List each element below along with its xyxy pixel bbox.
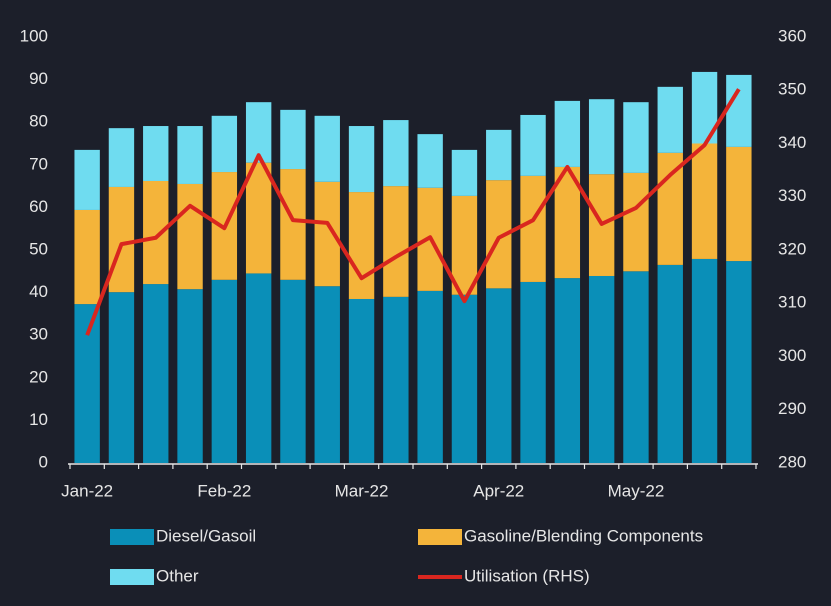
x-tick-label: Feb-22 (197, 481, 251, 500)
bar-segment (520, 114, 546, 176)
y2-tick-label: 280 (778, 452, 806, 471)
legend-swatch (110, 569, 154, 585)
y-tick-label: 70 (29, 154, 48, 173)
legend-label: Other (156, 566, 199, 585)
bar-segment (451, 195, 478, 295)
bar-segment (486, 129, 512, 181)
bar-segment (588, 275, 615, 463)
bar-segment (451, 149, 478, 196)
legend-label: Diesel/Gasoil (156, 526, 256, 545)
bar-segment (177, 289, 203, 463)
bar-segment (143, 126, 169, 181)
bar-segment (691, 143, 718, 259)
bar-segment (280, 169, 306, 280)
bar-segment (348, 192, 375, 299)
bar-segment (108, 292, 135, 463)
bar-segment (74, 149, 100, 210)
bar-segment (726, 146, 752, 262)
y-tick-label: 80 (29, 112, 48, 131)
bar-segment (383, 186, 409, 297)
bar-segment (657, 264, 683, 463)
y2-tick-label: 340 (778, 133, 806, 152)
x-tick-label: Jan-22 (61, 481, 113, 500)
bar-segment (108, 186, 135, 293)
bar-segment (623, 271, 649, 463)
y-tick-label: 10 (29, 410, 48, 429)
y-tick-label: 60 (29, 197, 48, 216)
bar-segment (143, 180, 169, 285)
bar-segment (314, 286, 340, 463)
bar-segment (348, 298, 375, 463)
bar-segment (74, 209, 100, 305)
bar-segment (486, 288, 512, 463)
y-tick-label: 0 (39, 452, 48, 471)
bar-segment (623, 172, 649, 272)
bar-segment (177, 126, 203, 184)
bar-segment (245, 102, 272, 163)
bar-segment (177, 183, 203, 290)
y-tick-label: 90 (29, 69, 48, 88)
bar-segment (245, 162, 272, 274)
line (85, 88, 741, 336)
bar-segment (451, 294, 478, 463)
bar-segment (588, 99, 615, 175)
x-tick-label: Mar-22 (335, 481, 389, 500)
bar-segment (554, 166, 581, 279)
bar-segment (280, 279, 306, 463)
y2-tick-label: 290 (778, 399, 806, 418)
bar-segment (211, 279, 238, 463)
y2-tick-label: 360 (778, 26, 806, 45)
bar-segment (245, 273, 272, 463)
bar-segment (417, 134, 443, 188)
legend-label: Utilisation (RHS) (464, 566, 590, 585)
bar-segment (554, 100, 581, 167)
bar-segment (383, 120, 409, 187)
legend-swatch (418, 529, 462, 545)
bar-segment (657, 152, 683, 265)
bar-segment (74, 304, 100, 463)
bar-segment (314, 115, 340, 182)
bar-segment (211, 115, 238, 173)
y2-tick-label: 330 (778, 186, 806, 205)
bar-segment (657, 86, 683, 153)
y-tick-label: 50 (29, 239, 48, 258)
y-tick-label: 100 (20, 26, 48, 45)
bar-segment (726, 74, 752, 147)
bar-segment (143, 284, 169, 463)
bar-segment (417, 290, 443, 463)
bar-segment (623, 102, 649, 173)
bar-segment (108, 128, 135, 187)
bar-segment (691, 258, 718, 463)
legend-swatch (110, 529, 154, 545)
y2-tick-label: 300 (778, 346, 806, 365)
bar-segment (726, 261, 752, 463)
bar-segment (520, 175, 546, 282)
y-tick-label: 20 (29, 367, 48, 386)
bar-segment (520, 281, 546, 463)
y2-tick-label: 310 (778, 293, 806, 312)
bar-segment (348, 126, 375, 193)
legend-label: Gasoline/Blending Components (464, 526, 703, 545)
bar-segment (554, 278, 581, 463)
y2-tick-label: 320 (778, 239, 806, 258)
y2-tick-label: 350 (778, 80, 806, 99)
x-tick-label: May-22 (608, 481, 665, 500)
y-tick-label: 40 (29, 282, 48, 301)
bar-segment (383, 296, 409, 463)
x-tick-label: Apr-22 (473, 481, 524, 500)
y-tick-label: 30 (29, 325, 48, 344)
bar-segment (280, 109, 306, 170)
